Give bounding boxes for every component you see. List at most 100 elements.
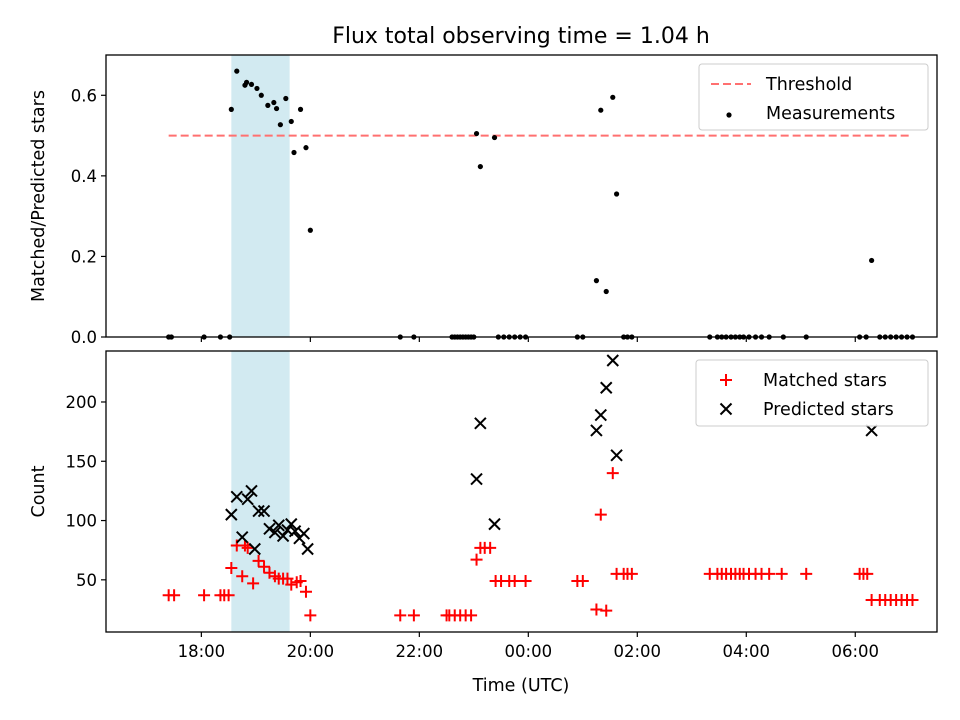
y-axis-label: Matched/Predicted stars bbox=[29, 90, 49, 302]
axes-frame bbox=[105, 54, 938, 338]
matched-star-point bbox=[285, 578, 298, 591]
x-tick-label: 04:00 bbox=[722, 642, 770, 661]
legend-label: Predicted stars bbox=[763, 400, 894, 420]
y-tick-label: 0.2 bbox=[71, 247, 97, 266]
measurement-point bbox=[234, 68, 240, 74]
measurement-point bbox=[254, 85, 260, 92]
measurement-point bbox=[277, 122, 283, 128]
predicted-star-point bbox=[230, 490, 243, 504]
matched-star-point bbox=[606, 467, 619, 480]
y-tick-label: 150 bbox=[66, 452, 98, 471]
matched-star-point bbox=[775, 567, 788, 580]
matched-star-point bbox=[625, 567, 638, 580]
legend-box bbox=[698, 63, 929, 131]
measurement-point bbox=[491, 134, 498, 141]
y-tick-label: 50 bbox=[76, 571, 97, 590]
matched-star-point bbox=[238, 539, 251, 552]
predicted-star-point bbox=[288, 525, 302, 538]
predicted-star-point bbox=[257, 504, 271, 518]
axes-frame bbox=[105, 350, 938, 633]
measurement-point bbox=[283, 95, 289, 102]
matched-star-point bbox=[576, 575, 589, 588]
predicted-star-point bbox=[590, 424, 603, 437]
predicted-star-point bbox=[252, 504, 265, 518]
predicted-star-point bbox=[600, 381, 613, 394]
matched-star-point bbox=[222, 589, 235, 602]
matched-star-point bbox=[484, 541, 497, 554]
bottom-panel: 18:00 20:00 22:00 00:00 02:00 04:00 06:00 50 100… bbox=[29, 350, 938, 661]
measurement-point bbox=[297, 106, 304, 112]
x-tick-label: 00:00 bbox=[505, 642, 553, 661]
y-axis-label: Count bbox=[29, 465, 49, 517]
matched-star-point bbox=[258, 560, 271, 573]
matched-star-point bbox=[299, 585, 312, 598]
measurement-point bbox=[603, 288, 609, 295]
legend-matched-swatch bbox=[720, 374, 732, 386]
matched-star-point bbox=[198, 589, 211, 602]
predicted-star-point bbox=[263, 522, 276, 536]
predicted-star-point bbox=[268, 526, 282, 539]
matched-star-point bbox=[590, 603, 603, 616]
measurement-point bbox=[271, 99, 277, 106]
measurement-point bbox=[477, 163, 483, 170]
matched-star-point bbox=[252, 554, 265, 567]
matched-star-point bbox=[304, 609, 317, 622]
matched-star-point bbox=[519, 575, 532, 588]
legend-label: Matched stars bbox=[763, 371, 887, 391]
matched-star-point bbox=[247, 577, 260, 590]
x-tick-label: 20:00 bbox=[287, 642, 335, 661]
predicted-star-point bbox=[474, 417, 487, 430]
predicted-star-point bbox=[285, 517, 298, 531]
legend-box bbox=[695, 359, 929, 427]
measurement-point bbox=[291, 149, 297, 156]
legend-predicted-swatch bbox=[719, 402, 733, 416]
y-tick-label: 200 bbox=[66, 393, 98, 412]
matched-star-point bbox=[407, 609, 420, 622]
highlight-span bbox=[231, 351, 290, 632]
predicted-star-point bbox=[245, 484, 258, 498]
measurement-point bbox=[303, 145, 309, 151]
matched-star-point bbox=[465, 609, 478, 622]
y-tick-label: 0.0 bbox=[71, 328, 97, 347]
measurement-point bbox=[248, 81, 255, 88]
measurement-point bbox=[598, 107, 604, 113]
measurement-point bbox=[288, 118, 294, 125]
predicted-star-point bbox=[236, 530, 249, 544]
predicted-star-point bbox=[225, 508, 238, 521]
measurement-point bbox=[613, 191, 620, 197]
y-tick-label: 0.6 bbox=[71, 86, 97, 105]
predicted-star-point bbox=[610, 449, 623, 462]
matched-star-point bbox=[236, 570, 249, 583]
measurement-point bbox=[258, 92, 264, 98]
highlight-span bbox=[231, 55, 290, 337]
measurement-point bbox=[593, 278, 600, 284]
predicted-star-point bbox=[276, 529, 290, 543]
legend-measurement-swatch bbox=[726, 112, 732, 118]
matched-star-point bbox=[394, 609, 407, 622]
matched-star-point bbox=[470, 553, 483, 566]
matched-star-point bbox=[906, 593, 919, 606]
legend-label: Measurements bbox=[766, 104, 895, 124]
matched-star-point bbox=[294, 575, 307, 588]
matched-star-point bbox=[594, 508, 607, 521]
predicted-star-point bbox=[470, 472, 483, 486]
measurement-point bbox=[610, 94, 616, 100]
matched-star-point bbox=[241, 541, 254, 554]
predicted-star-point bbox=[272, 519, 285, 532]
predicted-star-point bbox=[488, 517, 501, 531]
predicted-star-point bbox=[301, 542, 314, 556]
x-tick-label: 02:00 bbox=[614, 642, 662, 661]
predicted-star-point bbox=[594, 408, 607, 422]
x-axis-label: Time (UTC) bbox=[472, 676, 570, 696]
matched-star-point bbox=[600, 604, 613, 617]
matched-star-point bbox=[800, 567, 813, 580]
predicted-star-point bbox=[241, 492, 254, 506]
measurement-point bbox=[473, 130, 480, 137]
predicted-star-point bbox=[606, 354, 619, 367]
measurement-point bbox=[273, 105, 280, 112]
top-panel: 0.0 0.2 0.4 0.6 Matched/Predicted stars Thres… bbox=[29, 54, 938, 347]
matched-star-point bbox=[763, 567, 776, 580]
predicted-star-point bbox=[248, 542, 261, 556]
y-tick-label: 0.4 bbox=[71, 167, 97, 186]
